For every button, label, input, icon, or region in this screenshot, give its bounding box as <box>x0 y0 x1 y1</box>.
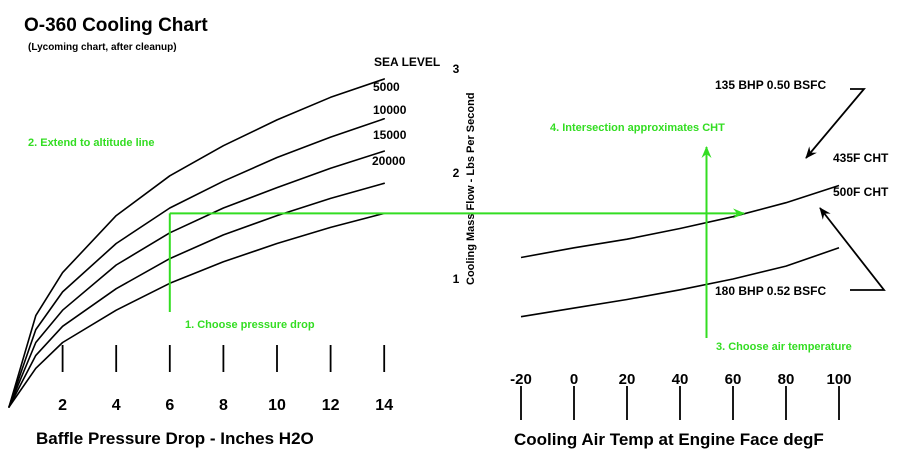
chart-title: O-360 Cooling Chart <box>24 15 208 36</box>
right-x-tick-label-0: 0 <box>570 371 578 388</box>
guide-lines <box>168 146 745 338</box>
right-x-ticks: -20 0 20 40 60 80 100 <box>510 371 852 420</box>
right-x-tick-label-60: 60 <box>725 371 742 388</box>
step-2-note: 2. Extend to altitude line <box>28 137 155 149</box>
pointer-135-bhp <box>805 88 866 159</box>
right-x-tick-label-20: -20 <box>510 371 532 388</box>
step-3-note: 3. Choose air temperature <box>716 341 852 353</box>
left-x-tick-label-10: 10 <box>268 397 286 414</box>
left-x-tick-label-2: 2 <box>58 397 67 414</box>
right-x-tick-label-100: 100 <box>826 371 851 388</box>
left-x-tick-label-12: 12 <box>322 397 340 414</box>
step-1-note: 1. Choose pressure drop <box>185 319 315 331</box>
right-x-tick-label-40: 40 <box>672 371 689 388</box>
power-label-135-bhp: 135 BHP 0.50 BSFC <box>715 78 826 92</box>
curve-label-435-cht: 435F CHT <box>833 151 889 165</box>
curve-label-5000: 5000 <box>373 80 400 94</box>
curve-label-10000: 10000 <box>373 103 407 117</box>
cht-curves <box>520 184 840 318</box>
right-x-tick-label-80: 80 <box>778 371 795 388</box>
right-x-tick-label-20: 20 <box>619 371 636 388</box>
altitude-curve-sea-level <box>8 78 386 408</box>
right-x-axis-label: Cooling Air Temp at Engine Face degF <box>514 430 824 449</box>
left-x-tick-label-4: 4 <box>112 397 121 414</box>
altitude-curves <box>8 78 386 408</box>
left-x-tick-label-6: 6 <box>165 397 174 414</box>
altitude-curve-20000 <box>8 212 386 408</box>
altitude-curve-10000 <box>8 150 386 408</box>
y-ticks: 1 2 3 <box>453 62 460 286</box>
curve-label-20000: 20000 <box>372 154 406 168</box>
y-tick-label-3: 3 <box>453 62 460 76</box>
y-tick-label-2: 2 <box>453 166 460 180</box>
altitude-curve-5000 <box>8 118 386 408</box>
left-x-ticks: 2 4 6 8 10 12 14 <box>58 345 393 414</box>
curve-label-sea-level: SEA LEVEL <box>374 55 440 69</box>
y-axis-label: Cooling Mass Flow - Lbs Per Second <box>465 92 477 285</box>
step-4-note: 4. Intersection approximates CHT <box>550 122 725 134</box>
curve-label-15000: 15000 <box>373 128 407 142</box>
y-tick-label-1: 1 <box>453 272 460 286</box>
left-x-tick-label-8: 8 <box>219 397 228 414</box>
left-x-tick-label-14: 14 <box>375 397 393 414</box>
altitude-curve-15000 <box>8 182 386 408</box>
pointer-180-bhp <box>819 207 886 291</box>
curve-label-500-cht: 500F CHT <box>833 185 889 199</box>
cht-curve-500f-cht <box>520 247 840 318</box>
left-x-axis-label: Baffle Pressure Drop - Inches H2O <box>36 429 314 448</box>
power-label-180-bhp: 180 BHP 0.52 BSFC <box>715 284 826 298</box>
cht-curve-435f-cht <box>520 184 840 259</box>
chart-subtitle: (Lycoming chart, after cleanup) <box>28 42 177 53</box>
